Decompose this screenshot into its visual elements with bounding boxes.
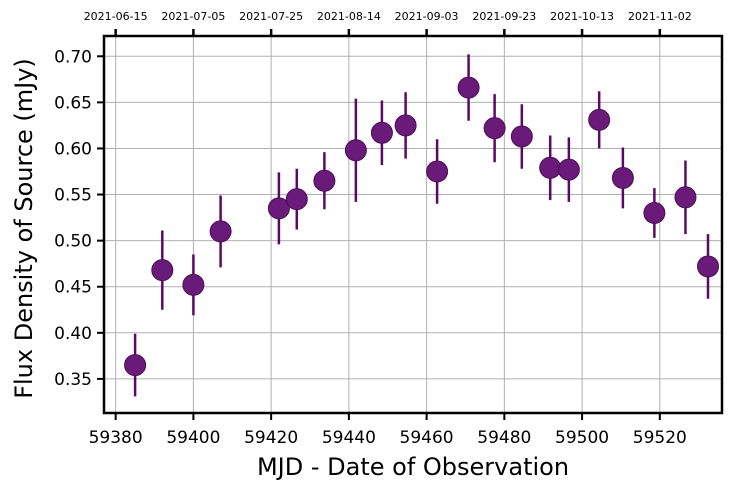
- data-point: [426, 160, 449, 183]
- axis-ticks: 59380 59400 59420 59440 59460 59480 59500 59520…: [54, 10, 692, 448]
- data-point: [611, 166, 634, 189]
- x-tick-label: 59500: [555, 428, 609, 448]
- y-tick-label: 0.60: [54, 139, 92, 159]
- grid: [104, 36, 722, 413]
- x-tick-label: 59480: [477, 428, 531, 448]
- y-tick-label: 0.70: [54, 47, 92, 67]
- data-point: [394, 114, 417, 137]
- data-point: [267, 197, 290, 220]
- data-points: [124, 54, 720, 397]
- data-point: [697, 255, 720, 278]
- x-tick-label: 59460: [400, 428, 454, 448]
- data-point: [588, 108, 611, 131]
- y-tick-label: 0.35: [54, 370, 92, 390]
- data-point: [285, 188, 308, 211]
- top-tick-label: 2021-09-23: [472, 10, 536, 23]
- data-point: [124, 354, 147, 377]
- x-tick-label: 59520: [633, 428, 687, 448]
- plot-frame: [102, 34, 724, 415]
- x-tick-label: 59420: [244, 428, 298, 448]
- data-point: [209, 220, 232, 243]
- top-tick-label: 2021-11-02: [628, 10, 692, 23]
- data-point: [344, 139, 367, 162]
- data-point: [557, 158, 580, 181]
- y-axis-title: Flux Density of Source (mJy): [10, 58, 38, 399]
- top-tick-label: 2021-07-05: [161, 10, 225, 23]
- top-tick-label: 2021-10-13: [550, 10, 614, 23]
- x-tick-label: 59400: [166, 428, 220, 448]
- y-tick-label: 0.40: [54, 324, 92, 344]
- data-point: [510, 125, 533, 148]
- top-tick-label: 2021-09-03: [395, 10, 459, 23]
- data-point: [182, 273, 205, 296]
- data-point: [674, 186, 697, 209]
- top-tick-label: 2021-06-15: [84, 10, 148, 23]
- top-tick-label: 2021-08-14: [317, 10, 381, 23]
- data-point: [483, 117, 506, 140]
- x-axis-title: MJD - Date of Observation: [257, 453, 569, 481]
- data-point: [457, 76, 480, 99]
- x-tick-label: 59380: [89, 428, 143, 448]
- y-tick-label: 0.55: [54, 186, 92, 206]
- x-tick-label: 59440: [322, 428, 376, 448]
- y-tick-label: 0.65: [54, 93, 92, 113]
- data-point: [370, 121, 393, 144]
- y-tick-label: 0.50: [54, 232, 92, 252]
- top-tick-label: 2021-07-25: [239, 10, 303, 23]
- data-point: [313, 169, 336, 192]
- data-point: [539, 156, 562, 179]
- data-point: [151, 259, 174, 282]
- data-point: [643, 201, 666, 224]
- y-tick-label: 0.45: [54, 278, 92, 298]
